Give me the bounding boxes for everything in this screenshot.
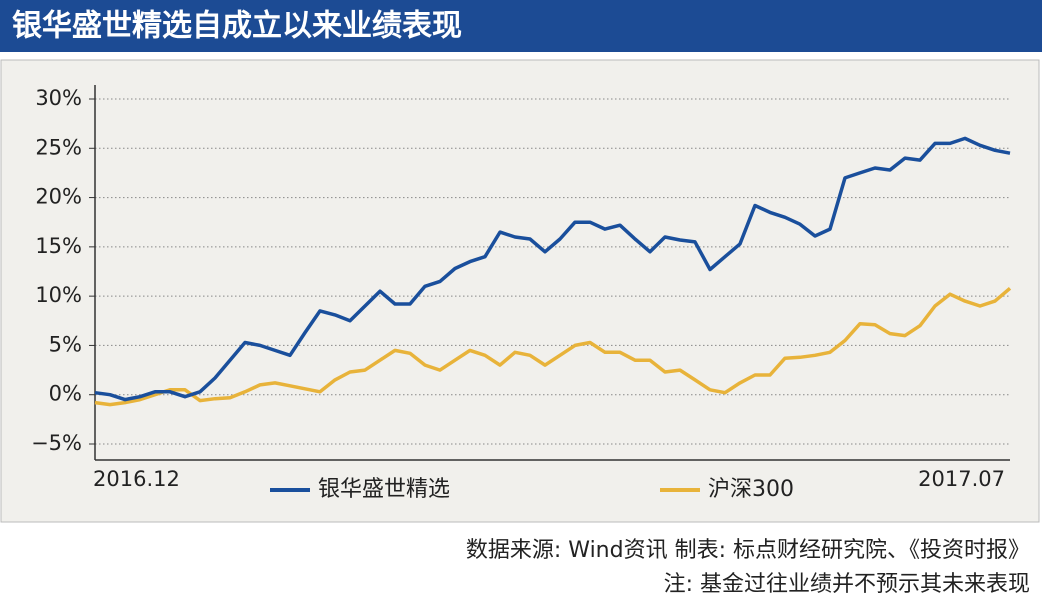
y-tick-label: 15% [35,234,82,258]
series-line [94,136,1011,402]
y-tick-label: 5% [49,332,82,356]
y-tick-label: 0% [49,382,82,406]
source-note: 数据来源: Wind资讯 制表: 标点财经研究院、《投资时报》 [466,538,1030,563]
plot-background [0,59,1040,523]
y-tick-label: 20% [35,185,82,209]
y-tick-label: 10% [35,283,82,307]
x-tick-label: 2016.12 [93,467,180,491]
series-line [94,286,1012,407]
legend-label: 沪深300 [708,477,794,502]
disclaimer: 注: 基金过往业绩并不预示其未来表现 [664,572,1030,597]
y-tick-label: 25% [35,135,82,159]
y-tick-label: −5% [31,431,82,455]
chart-title: 银华盛世精选自成立以来业绩表现 [12,9,462,44]
legend-label: 银华盛世精选 [318,477,450,502]
title-bar [0,0,1042,52]
y-tick-label: 30% [35,86,82,110]
x-tick-label: 2017.07 [918,467,1005,491]
